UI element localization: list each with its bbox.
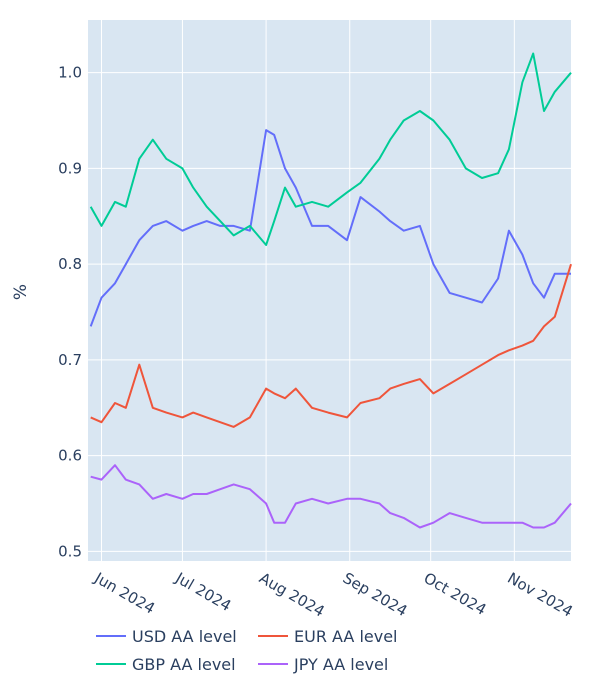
x-tick-labels: Jun 2024 Jul 2024 Aug 2024 Sep 2024 Oct 2024… bbox=[91, 568, 576, 620]
legend-item-usd[interactable]: USD AA level bbox=[96, 627, 258, 646]
y-tick-label: 0.5 bbox=[58, 542, 82, 560]
jpy-swatch bbox=[258, 663, 288, 665]
legend-label-usd: USD AA level bbox=[132, 626, 237, 646]
y-tick-label: 0.7 bbox=[58, 351, 82, 369]
series-line-gbp bbox=[89, 52, 572, 246]
x-tick-label: Jun 2024 bbox=[91, 568, 158, 617]
y-tick-labels: 0.5 0.6 0.7 0.8 0.9 1.0 bbox=[58, 64, 82, 561]
legend-label-gbp: GBP AA level bbox=[132, 654, 236, 674]
x-tick-label: Nov 2024 bbox=[504, 569, 576, 621]
gbp-swatch bbox=[96, 663, 126, 665]
legend: USD AA level EUR AA level GBP AA level J… bbox=[96, 622, 516, 678]
series-line-jpy bbox=[90, 464, 572, 529]
legend-label-eur: EUR AA level bbox=[294, 626, 398, 646]
x-tick-label: Oct 2024 bbox=[421, 569, 490, 619]
grid-lines bbox=[88, 20, 571, 561]
y-axis-title: % bbox=[11, 284, 31, 300]
y-tick-label: 0.9 bbox=[58, 159, 82, 177]
legend-item-eur[interactable]: EUR AA level bbox=[258, 627, 420, 646]
legend-item-gbp[interactable]: GBP AA level bbox=[96, 655, 258, 674]
y-tick-label: 0.8 bbox=[58, 255, 82, 273]
eur-swatch bbox=[258, 635, 288, 637]
x-tick-label: Sep 2024 bbox=[340, 569, 411, 620]
legend-label-jpy: JPY AA level bbox=[294, 654, 389, 674]
series-line-usd bbox=[89, 129, 571, 327]
series-line-eur bbox=[90, 263, 572, 428]
series-lines bbox=[89, 52, 572, 529]
y-tick-label: 1.0 bbox=[58, 64, 82, 82]
y-tick-label: 0.6 bbox=[58, 447, 82, 465]
legend-item-jpy[interactable]: JPY AA level bbox=[258, 655, 420, 674]
x-tick-label: Aug 2024 bbox=[256, 569, 328, 621]
plot-area bbox=[88, 20, 571, 561]
x-tick-label: Jul 2024 bbox=[172, 568, 235, 615]
usd-swatch bbox=[96, 635, 126, 637]
